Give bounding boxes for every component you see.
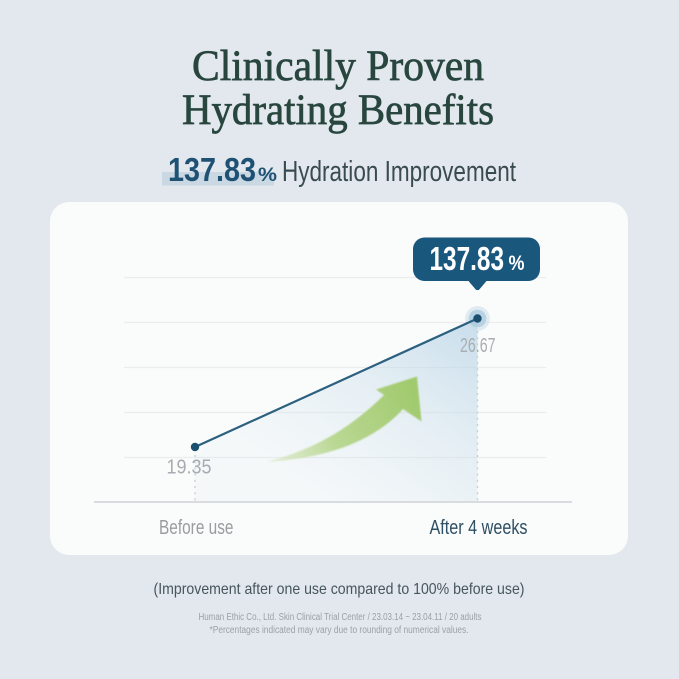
svg-text:%: %: [509, 252, 525, 275]
svg-text:Hydrating Benefits: Hydrating Benefits: [182, 87, 494, 134]
svg-text:After 4 weeks: After 4 weeks: [430, 517, 528, 539]
svg-text:137.83: 137.83: [430, 240, 505, 277]
svg-text:(Improvement after one use com: (Improvement after one use compared to 1…: [154, 581, 525, 598]
svg-text:Clinically Proven: Clinically Proven: [192, 43, 484, 90]
svg-text:*Percentages indicated may var: *Percentages indicated may vary due to r…: [210, 625, 469, 636]
svg-text:Before use: Before use: [159, 517, 234, 539]
svg-text:Human Ethic Co., Ltd. Skin Cli: Human Ethic Co., Ltd. Skin Clinical Tria…: [199, 612, 482, 623]
svg-text:26.67: 26.67: [460, 335, 496, 357]
svg-text:137.83: 137.83: [168, 151, 256, 188]
svg-text:%: %: [258, 164, 277, 186]
svg-text:Hydration Improvement: Hydration Improvement: [282, 156, 516, 188]
svg-text:19.35: 19.35: [167, 457, 212, 479]
